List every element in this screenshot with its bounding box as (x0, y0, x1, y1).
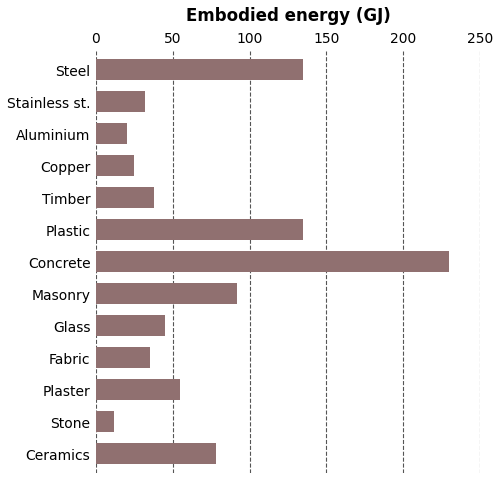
Bar (96, 380, 180, 400)
Bar (96, 284, 238, 305)
Bar (96, 60, 304, 81)
Bar (96, 411, 114, 432)
Bar (96, 156, 134, 177)
Bar (96, 124, 126, 145)
Bar (96, 252, 449, 273)
Bar (96, 188, 154, 209)
Bar (96, 444, 216, 464)
Bar (96, 348, 150, 369)
Bar (96, 316, 165, 336)
Bar (96, 220, 304, 241)
Title: Embodied energy (GJ): Embodied energy (GJ) (186, 7, 390, 25)
Bar (96, 92, 145, 113)
